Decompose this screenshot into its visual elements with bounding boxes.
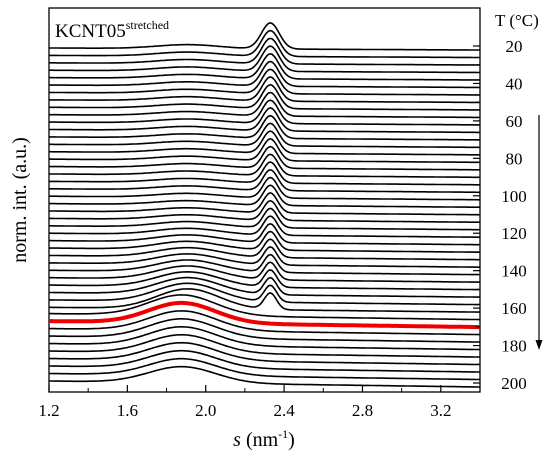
x-tick-label: 1.2	[38, 401, 59, 420]
profile-curve	[49, 76, 480, 104]
profile-curve	[48, 238, 480, 261]
profile-curve	[49, 68, 480, 96]
temperature-tick-label: 40	[506, 74, 523, 93]
profile-curve	[49, 253, 481, 276]
x-tick-label: 2.0	[195, 401, 216, 420]
profile-curve	[49, 357, 480, 381]
profile-curve	[49, 130, 480, 156]
profile-curve	[49, 99, 480, 126]
x-ticks-group: 1.2 1.6 2.0 2.4 2.8 3.2	[38, 385, 481, 420]
profile-curve	[49, 114, 480, 141]
temperature-tick-label: 200	[501, 374, 527, 393]
temperature-tick-label: 20	[506, 37, 523, 56]
profile-curve	[49, 318, 481, 343]
x-axis-title: s (nm-1)	[233, 427, 295, 451]
profile-curve	[49, 107, 480, 134]
temperature-tick-label: 140	[501, 262, 527, 281]
profile-curve	[48, 326, 481, 351]
profile-curve	[49, 153, 480, 179]
sample-label: KCNT05stretched	[55, 18, 169, 42]
profile-curve	[49, 45, 480, 74]
x-tick-label: 3.2	[430, 401, 451, 420]
sample-label-main: KCNT05	[55, 21, 126, 42]
x-axis-symbol: s	[233, 429, 241, 451]
x-axis-unit-prefix: (nm	[241, 429, 279, 451]
temperature-tick-label: 80	[506, 149, 523, 168]
profile-curve	[49, 137, 480, 164]
profile-curve	[49, 37, 480, 66]
profile-curve	[49, 192, 481, 216]
profile-curve	[49, 269, 480, 291]
temperature-tick-label: 100	[501, 187, 527, 206]
profile-curve	[49, 83, 480, 111]
profile-curve	[49, 310, 480, 336]
profile-curve	[49, 199, 480, 223]
temperature-axis-title: T (°C)	[495, 11, 539, 30]
profile-curve	[49, 176, 480, 201]
profile-curve	[49, 276, 480, 298]
profile-curve	[48, 230, 480, 253]
temperature-tick-label: 60	[506, 112, 523, 131]
profile-curve	[49, 246, 480, 268]
profile-curve	[49, 365, 480, 388]
x-tick-label: 2.4	[273, 401, 295, 420]
profile-curve	[49, 288, 480, 313]
temperature-ticks-group: 20 40 60 80 100 120 140 160 180 200	[473, 37, 527, 393]
x-axis-unit-exponent: -1	[278, 427, 288, 441]
curves-group	[48, 22, 481, 388]
temperature-tick-label: 180	[501, 337, 527, 356]
temperature-arrow-head	[535, 340, 543, 350]
x-tick-label: 2.8	[352, 401, 373, 420]
profile-curve	[49, 261, 481, 283]
temperature-tick-label: 160	[501, 299, 527, 318]
profile-curve	[48, 341, 480, 366]
profile-curve	[49, 22, 480, 51]
profile-curve	[49, 349, 480, 373]
profile-curve	[49, 122, 481, 149]
y-axis-title: norm. int. (a.u.)	[9, 137, 31, 263]
profile-curve	[49, 29, 480, 59]
temperature-tick-label: 120	[501, 224, 527, 243]
x-axis-unit-suffix: )	[288, 429, 295, 451]
profile-curve	[49, 294, 480, 321]
profile-curve	[48, 60, 480, 89]
highlighted-curve	[49, 300, 480, 330]
profile-curve	[49, 222, 480, 246]
profile-curve	[48, 334, 480, 358]
profile-curve	[49, 91, 480, 119]
x-tick-label: 1.6	[117, 401, 138, 420]
profile-curve	[49, 52, 481, 81]
profile-curve	[49, 161, 480, 186]
profile-curve	[49, 168, 480, 194]
profile-curve	[49, 215, 480, 238]
profile-curve	[49, 207, 480, 231]
sample-label-superscript: stretched	[126, 18, 169, 32]
profile-curve	[49, 282, 480, 306]
temperature-arrow	[535, 115, 543, 350]
profile-curve	[49, 184, 481, 209]
profile-curve	[48, 145, 480, 171]
